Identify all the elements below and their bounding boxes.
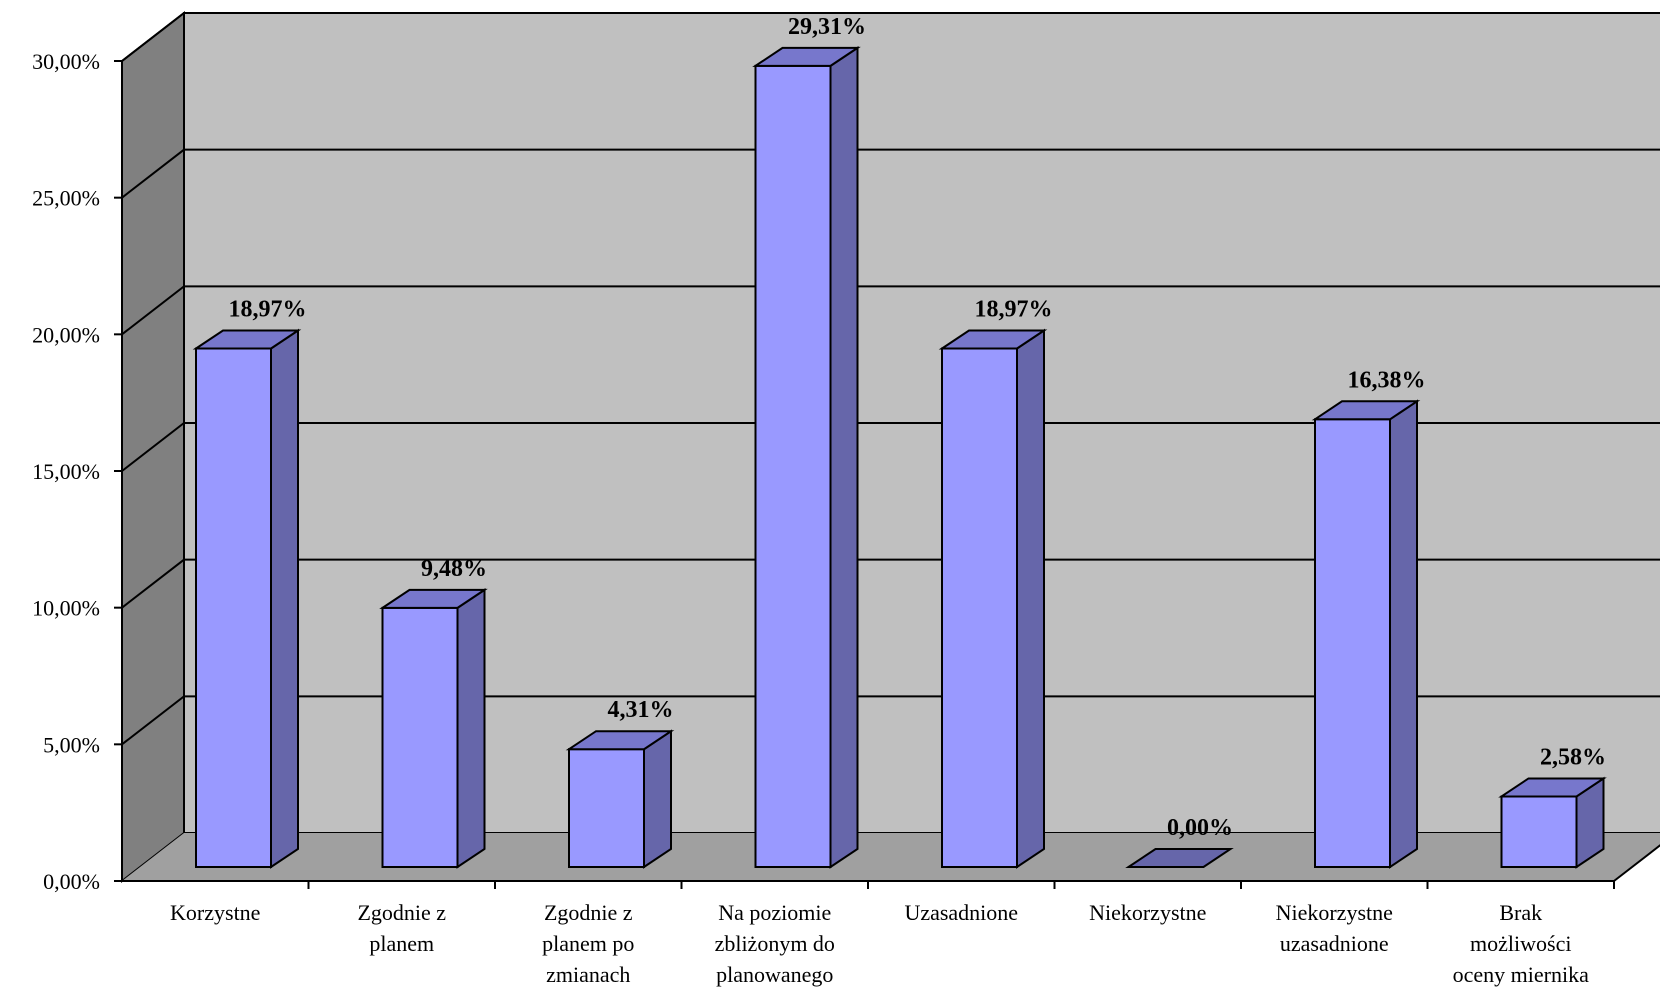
bar-top bbox=[1311, 400, 1421, 421]
bar bbox=[1125, 848, 1234, 868]
bar bbox=[754, 64, 832, 869]
bar-side bbox=[270, 328, 299, 869]
category-label: możliwości bbox=[1470, 931, 1571, 956]
bar-side bbox=[829, 45, 859, 869]
y-tick-label: 0,00% bbox=[43, 869, 100, 894]
gridline bbox=[121, 422, 1660, 472]
floor bbox=[122, 833, 1660, 881]
category-label: Korzystne bbox=[170, 900, 260, 925]
gridlines bbox=[121, 12, 1660, 746]
y-tick-label: 25,00% bbox=[32, 186, 100, 211]
data-label: 18,97% bbox=[229, 296, 307, 322]
data-label: 9,48% bbox=[421, 556, 487, 582]
bar bbox=[1500, 795, 1578, 868]
bar-top bbox=[565, 730, 675, 751]
bars bbox=[192, 45, 1607, 869]
gridline bbox=[121, 12, 1660, 62]
bar-side bbox=[456, 588, 486, 869]
y-tick-label: 15,00% bbox=[32, 459, 100, 484]
category-label: Niekorzystne bbox=[1276, 900, 1393, 925]
category-label: Zgodnie z bbox=[544, 900, 633, 925]
bar-top bbox=[192, 329, 302, 350]
gridline bbox=[121, 695, 1660, 746]
bar bbox=[381, 606, 459, 868]
category-label: Niekorzystne bbox=[1089, 900, 1206, 925]
bar-side bbox=[1389, 399, 1418, 869]
y-tick-label: 20,00% bbox=[32, 322, 100, 347]
data-label: 4,31% bbox=[608, 697, 674, 723]
data-label: 2,58% bbox=[1540, 744, 1606, 770]
data-label: 0,00% bbox=[1167, 815, 1233, 841]
gridline bbox=[121, 558, 1660, 609]
category-label: oceny miernika bbox=[1453, 962, 1589, 987]
bar-top bbox=[379, 588, 488, 609]
data-label: 16,38% bbox=[1348, 367, 1426, 393]
category-label: planowanego bbox=[716, 962, 833, 987]
bar bbox=[941, 347, 1018, 868]
axes: 0,00% 5,00% 10,00% 15,00% 20,00% 25,00% 30,00% bbox=[32, 49, 1660, 894]
data-label: 18,97% bbox=[975, 296, 1053, 322]
labels: 18,97% Korzystne 9,48% Zgodnie z planem 4,31%… bbox=[170, 14, 1606, 987]
gridline bbox=[121, 285, 1660, 336]
category-label: uzasadnione bbox=[1280, 931, 1389, 956]
floor-edge bbox=[1613, 844, 1660, 882]
y-tick-label: 10,00% bbox=[32, 596, 100, 621]
category-label: Zgodnie z bbox=[357, 900, 446, 925]
gridline bbox=[121, 148, 1660, 199]
bar bbox=[195, 347, 272, 868]
bar-top bbox=[938, 329, 1048, 350]
category-label: planem bbox=[369, 931, 434, 956]
bar bbox=[1314, 418, 1391, 868]
chart-walls bbox=[121, 10, 1660, 884]
y-tick-label: 30,00% bbox=[32, 49, 100, 74]
y-tick-label: 5,00% bbox=[43, 732, 100, 757]
category-label: Na poziomie bbox=[718, 900, 831, 925]
category-label: zbliżonym do bbox=[715, 931, 835, 956]
bar-top bbox=[752, 46, 861, 67]
bar bbox=[568, 748, 645, 869]
category-label: Uzasadnione bbox=[904, 900, 1018, 925]
category-label: Brak bbox=[1499, 900, 1542, 925]
category-label: zmianach bbox=[546, 962, 630, 987]
data-label: 29,31% bbox=[788, 14, 866, 40]
bar-side bbox=[1016, 328, 1045, 869]
bar-side bbox=[643, 729, 672, 869]
category-label: planem po bbox=[542, 931, 634, 956]
bar-top bbox=[1498, 777, 1607, 798]
